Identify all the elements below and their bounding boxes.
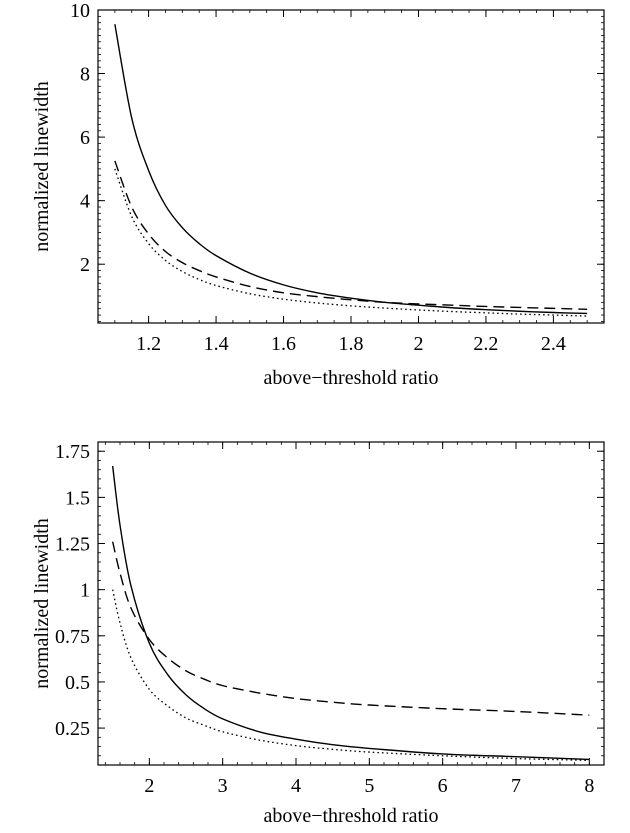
- y-tick-label: 1.25: [55, 534, 90, 556]
- series-line-dashed: [111, 541, 590, 716]
- y-tick-label: 1.75: [55, 441, 90, 463]
- y-tick-label: 4: [80, 191, 90, 213]
- series-line-solid: [114, 24, 588, 315]
- x-axis-title: above−threshold ratio: [263, 805, 438, 827]
- x-tick-label: 1.2: [136, 333, 161, 355]
- series-line-solid: [111, 465, 590, 761]
- y-axis-title: normalized linewidth: [31, 81, 53, 252]
- x-tick-label: 2: [144, 775, 154, 797]
- y-tick-label: 1.5: [65, 487, 90, 509]
- y-tick-label: 1: [80, 580, 90, 602]
- y-axis-title: normalized linewidth: [31, 518, 53, 689]
- x-tick-label: 8: [584, 775, 594, 797]
- series-line-dotted: [112, 589, 590, 762]
- x-tick-label: 6: [438, 775, 448, 797]
- y-tick-label: 0.5: [65, 672, 90, 694]
- x-tick-label: 1.4: [204, 333, 229, 355]
- y-tick-label: 0.75: [55, 626, 90, 648]
- x-tick-label: 4: [291, 775, 301, 797]
- y-tick-label: 10: [70, 0, 90, 22]
- y-tick-label: 8: [80, 64, 90, 86]
- x-axis-title: above−threshold ratio: [263, 367, 438, 389]
- y-tick-label: 0.25: [55, 718, 90, 740]
- series-line-dashed: [114, 160, 588, 311]
- chart-panel-bottom: 2 3 4 5 6 7 8 0.25 0.5 0.75 1 1.25 1.5 1.75 above−thre…: [31, 441, 605, 827]
- plot-frame: [97, 441, 605, 766]
- x-tick-label: 2.4: [541, 333, 566, 355]
- y-tick-label: 2: [80, 254, 90, 276]
- minor-ticks: [98, 441, 605, 766]
- x-tick-label: 3: [218, 775, 228, 797]
- x-tick-label: 7: [511, 775, 521, 797]
- minor-ticks: [97, 9, 605, 323]
- x-tick-label: 2: [413, 333, 423, 355]
- y-tick-label: 6: [80, 127, 90, 149]
- x-tick-label: 1.6: [271, 333, 296, 355]
- plot-frame: [97, 9, 605, 324]
- x-tick-label: 5: [364, 775, 374, 797]
- series-line-dotted: [114, 168, 588, 317]
- chart-panel-top: 1.2 1.4 1.6 1.8 2 2.2 2.4 2 4 6 8 10 above−threshold…: [31, 0, 605, 389]
- x-tick-label: 2.2: [473, 333, 498, 355]
- x-tick-label: 1.8: [339, 333, 364, 355]
